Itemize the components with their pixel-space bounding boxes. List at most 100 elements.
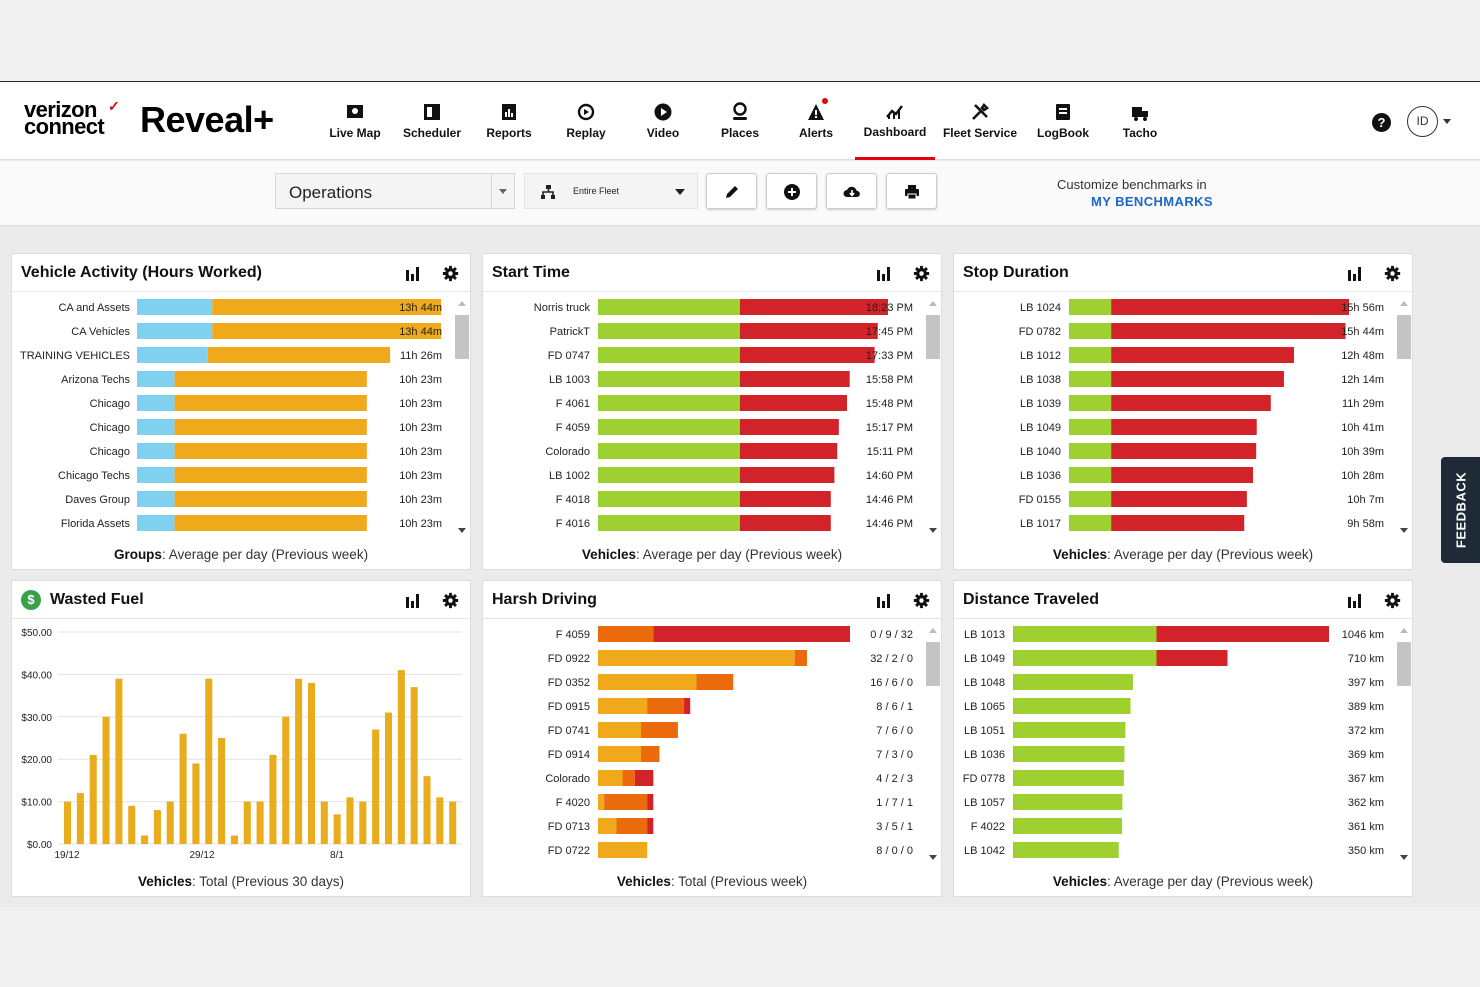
bar-segment[interactable]: [739, 299, 888, 315]
bar-segment[interactable]: [1111, 443, 1257, 459]
nav-item-live-map[interactable]: Live Map: [325, 82, 385, 160]
bar-segment[interactable]: [1111, 515, 1245, 531]
nav-item-tacho[interactable]: Tacho: [1116, 82, 1164, 160]
bar-segment[interactable]: [1069, 515, 1112, 531]
bar-segment[interactable]: [684, 698, 691, 714]
my-benchmarks-link[interactable]: MY BENCHMARKS: [1091, 194, 1213, 209]
bar-chart-icon[interactable]: [876, 593, 892, 608]
bar-segment[interactable]: [598, 722, 642, 738]
bar-segment[interactable]: [1069, 491, 1112, 507]
feedback-tab[interactable]: FEEDBACK: [1441, 457, 1480, 563]
bar-segment[interactable]: [598, 419, 740, 435]
bar-segment[interactable]: [1111, 347, 1294, 363]
scroll-thumb[interactable]: [1397, 642, 1411, 686]
nav-item-logbook[interactable]: LogBook: [1032, 82, 1094, 160]
bar-segment[interactable]: [1013, 722, 1126, 738]
bar-segment[interactable]: [598, 371, 740, 387]
gear-icon[interactable]: [1384, 265, 1401, 282]
scroll-down-icon[interactable]: [929, 528, 937, 533]
bar-segment[interactable]: [174, 419, 367, 435]
bar-segment[interactable]: [598, 467, 740, 483]
bar-segment[interactable]: [696, 674, 734, 690]
bar-segment[interactable]: [137, 443, 175, 459]
fuel-bar[interactable]: [436, 797, 444, 844]
bar-segment[interactable]: [1069, 347, 1112, 363]
bar-segment[interactable]: [137, 323, 213, 339]
fuel-bar[interactable]: [320, 801, 328, 844]
fuel-bar[interactable]: [372, 729, 380, 844]
fuel-bar[interactable]: [410, 687, 418, 844]
nav-item-places[interactable]: Places: [714, 82, 766, 160]
fuel-bar[interactable]: [282, 716, 290, 844]
fuel-bar[interactable]: [128, 805, 136, 844]
bar-segment[interactable]: [1111, 467, 1254, 483]
bar-segment[interactable]: [1013, 626, 1157, 642]
bar-segment[interactable]: [1013, 746, 1125, 762]
scroll-up-icon[interactable]: [1400, 301, 1408, 306]
fuel-bar[interactable]: [218, 738, 226, 844]
bar-segment[interactable]: [598, 443, 740, 459]
nav-item-replay[interactable]: Replay: [558, 82, 614, 160]
bar-segment[interactable]: [1013, 674, 1133, 690]
bar-segment[interactable]: [739, 371, 850, 387]
fuel-bar[interactable]: [359, 801, 367, 844]
bar-segment[interactable]: [653, 626, 850, 642]
print-button[interactable]: [886, 173, 937, 209]
scroll-thumb[interactable]: [926, 642, 940, 686]
dashboard-select[interactable]: Operations: [275, 173, 515, 209]
scroll-thumb[interactable]: [926, 315, 940, 359]
bar-segment[interactable]: [598, 626, 654, 642]
bar-segment[interactable]: [137, 395, 175, 411]
bar-segment[interactable]: [647, 818, 654, 834]
scroll-up-icon[interactable]: [458, 301, 466, 306]
bar-segment[interactable]: [598, 299, 740, 315]
bar-segment[interactable]: [598, 323, 740, 339]
help-icon[interactable]: ?: [1372, 113, 1391, 132]
fuel-bar[interactable]: [141, 835, 149, 844]
bar-segment[interactable]: [739, 491, 831, 507]
download-button[interactable]: [826, 173, 877, 209]
edit-button[interactable]: [706, 173, 757, 209]
bar-segment[interactable]: [137, 347, 208, 363]
fuel-bar[interactable]: [384, 712, 393, 844]
chevron-down-icon[interactable]: [1443, 119, 1451, 124]
scrollbar[interactable]: [455, 301, 469, 533]
bar-segment[interactable]: [1069, 419, 1112, 435]
bar-segment[interactable]: [739, 347, 875, 363]
fuel-bar[interactable]: [243, 801, 251, 844]
bar-segment[interactable]: [598, 674, 697, 690]
bar-segment[interactable]: [1069, 323, 1112, 339]
bar-segment[interactable]: [641, 722, 678, 738]
fuel-bar[interactable]: [192, 763, 200, 844]
bar-segment[interactable]: [622, 770, 635, 786]
bar-segment[interactable]: [598, 770, 623, 786]
scroll-thumb[interactable]: [1397, 315, 1411, 359]
bar-segment[interactable]: [598, 347, 740, 363]
bar-segment[interactable]: [598, 794, 605, 810]
bar-segment[interactable]: [174, 371, 367, 387]
scrollbar[interactable]: [1397, 628, 1411, 860]
bar-segment[interactable]: [137, 491, 175, 507]
bar-segment[interactable]: [739, 443, 838, 459]
bar-segment[interactable]: [739, 467, 835, 483]
nav-item-dashboard[interactable]: Dashboard: [855, 82, 935, 160]
bar-segment[interactable]: [1111, 395, 1271, 411]
bar-segment[interactable]: [1111, 419, 1257, 435]
bar-segment[interactable]: [174, 443, 367, 459]
bar-chart-icon[interactable]: [405, 593, 421, 608]
scroll-up-icon[interactable]: [1400, 628, 1408, 633]
scrollbar[interactable]: [926, 301, 940, 533]
fuel-bar[interactable]: [295, 678, 303, 844]
bar-segment[interactable]: [1156, 626, 1329, 642]
bar-segment[interactable]: [647, 698, 685, 714]
nav-item-reports[interactable]: Reports: [481, 82, 537, 160]
scroll-down-icon[interactable]: [1400, 528, 1408, 533]
bar-chart-icon[interactable]: [1347, 266, 1363, 281]
bar-segment[interactable]: [598, 842, 648, 858]
fuel-bar[interactable]: [256, 801, 264, 844]
user-avatar[interactable]: ID: [1407, 106, 1438, 137]
bar-segment[interactable]: [1013, 770, 1124, 786]
fuel-bar[interactable]: [166, 801, 174, 844]
bar-segment[interactable]: [137, 419, 175, 435]
fuel-bar[interactable]: [64, 801, 72, 844]
